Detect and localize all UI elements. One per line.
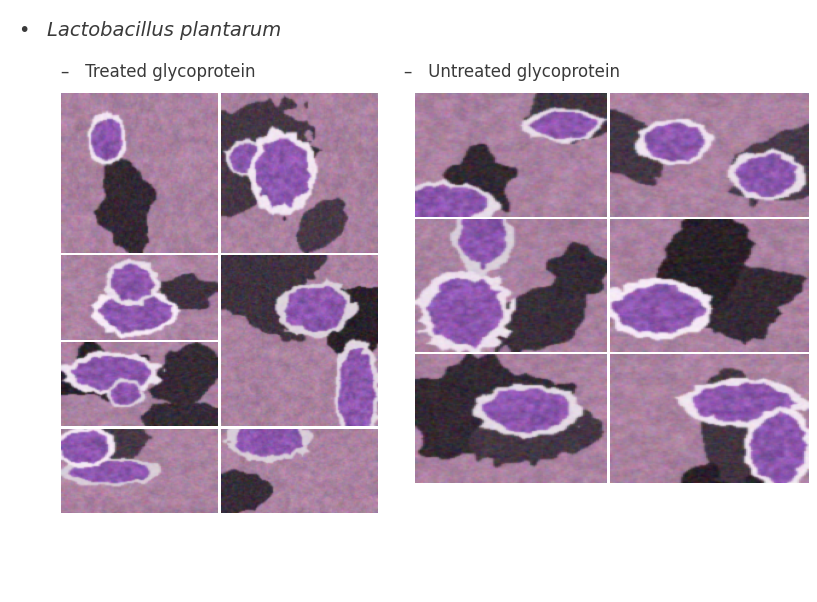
Text: Lactobacillus plantarum: Lactobacillus plantarum <box>47 21 282 40</box>
Text: –   Treated glycoprotein: – Treated glycoprotein <box>61 63 256 81</box>
Text: •: • <box>18 21 29 40</box>
Text: –   Untreated glycoprotein: – Untreated glycoprotein <box>404 63 620 81</box>
